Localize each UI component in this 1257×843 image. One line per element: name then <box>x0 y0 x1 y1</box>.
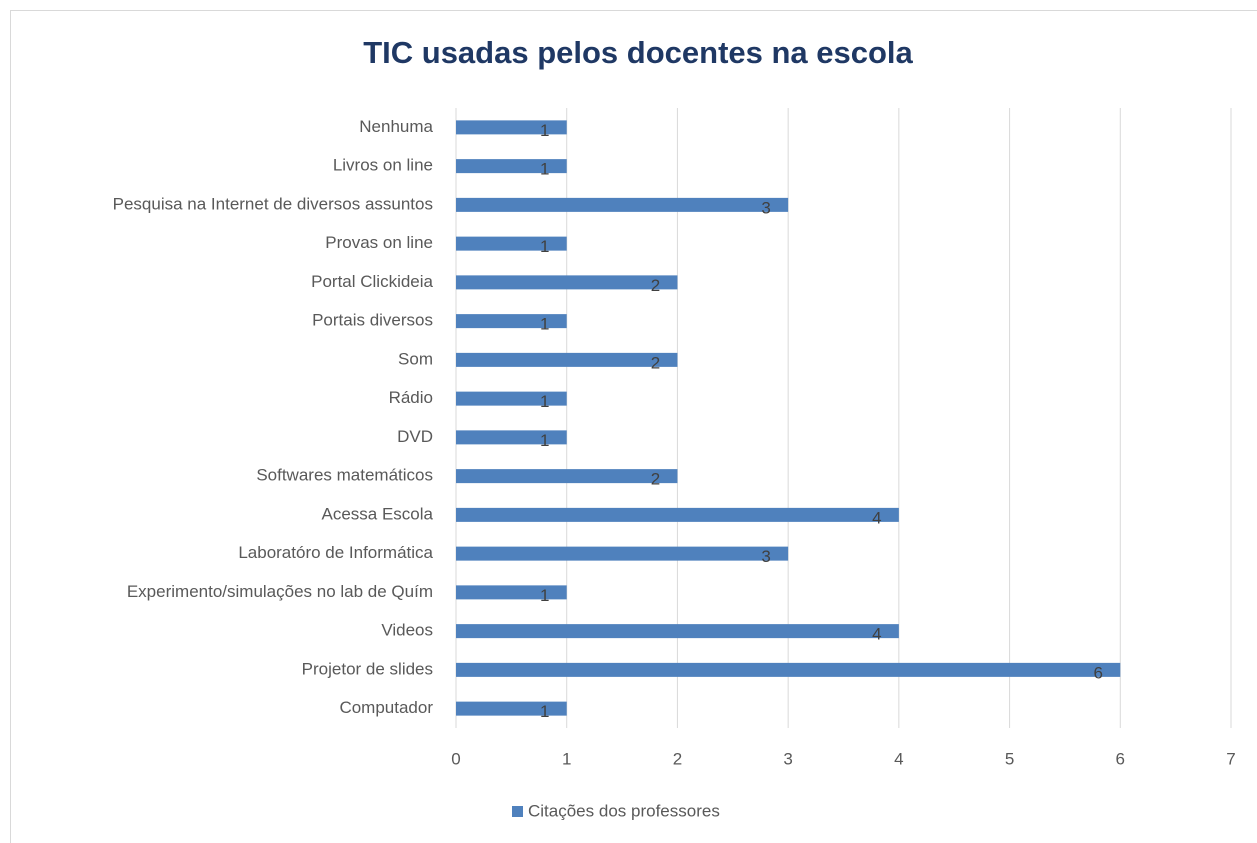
legend-label: Citações dos professores <box>528 801 720 820</box>
data-label: 1 <box>540 392 549 411</box>
data-label: 4 <box>872 625 881 644</box>
y-tick-label: Videos <box>381 621 433 640</box>
y-tick-label: Pesquisa na Internet de diversos assunto… <box>113 194 433 213</box>
data-label: 1 <box>540 431 549 450</box>
x-tick-label: 3 <box>783 749 792 768</box>
y-tick-label: Acessa Escola <box>322 504 434 523</box>
chart-frame <box>10 10 1257 843</box>
data-label: 1 <box>540 315 549 334</box>
x-tick-label: 5 <box>1005 749 1014 768</box>
y-tick-label: Softwares matemáticos <box>256 466 433 485</box>
y-tick-label: Computador <box>339 698 433 717</box>
data-label: 1 <box>540 160 549 179</box>
bar <box>456 314 567 329</box>
bar <box>456 275 678 290</box>
bar <box>456 585 567 600</box>
bar <box>456 469 678 484</box>
y-tick-label: Laboratóro de Informática <box>238 543 433 562</box>
data-label: 1 <box>540 237 549 256</box>
data-label: 4 <box>872 508 881 527</box>
data-label: 3 <box>761 198 770 217</box>
data-label: 2 <box>651 470 660 489</box>
x-tick-label: 2 <box>673 749 682 768</box>
bar <box>456 701 567 716</box>
bar <box>456 159 567 174</box>
x-tick-label: 4 <box>894 749 903 768</box>
bar <box>456 352 678 367</box>
bar <box>456 430 567 445</box>
y-tick-label: Rádio <box>389 388 433 407</box>
legend-swatch <box>512 806 523 817</box>
bar <box>456 120 567 135</box>
y-tick-label: Projetor de slides <box>302 659 433 678</box>
data-label: 2 <box>651 276 660 295</box>
bar <box>456 391 567 406</box>
x-tick-label: 7 <box>1226 749 1235 768</box>
bar <box>456 546 789 561</box>
y-tick-label: Livros on line <box>333 156 433 175</box>
bar <box>456 624 899 639</box>
data-label: 1 <box>540 121 549 140</box>
x-tick-label: 6 <box>1116 749 1125 768</box>
data-label: 2 <box>651 353 660 372</box>
data-label: 1 <box>540 586 549 605</box>
y-tick-label: Portal Clickideia <box>311 272 433 291</box>
chart-title: TIC usadas pelos docentes na escola <box>363 35 913 70</box>
data-label: 6 <box>1094 663 1103 682</box>
bar <box>456 197 789 212</box>
data-label: 3 <box>761 547 770 566</box>
data-label: 1 <box>540 702 549 721</box>
y-tick-label: Provas on line <box>325 233 433 252</box>
bar <box>456 662 1121 677</box>
y-tick-label: Experimento/simulações no lab de Quím <box>127 582 433 601</box>
x-tick-label: 1 <box>562 749 571 768</box>
y-tick-label: Som <box>398 349 433 368</box>
y-tick-label: DVD <box>397 427 433 446</box>
y-tick-label: Nenhuma <box>359 117 433 136</box>
x-tick-label: 0 <box>451 749 460 768</box>
bar <box>456 236 567 251</box>
y-tick-label: Portais diversos <box>312 311 433 330</box>
bar <box>456 507 899 522</box>
